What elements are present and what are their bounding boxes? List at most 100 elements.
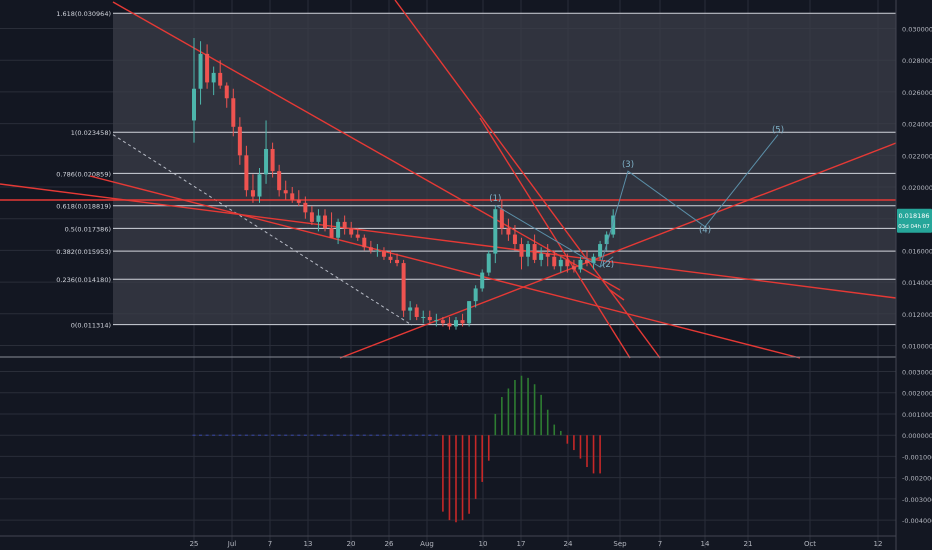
fib-level-label: 0(0.011314)	[71, 322, 111, 330]
time-axis-label: 14	[701, 540, 710, 548]
price-axis-label: 0.014000	[902, 279, 932, 287]
candle-body	[375, 250, 380, 252]
candle-body	[532, 244, 537, 260]
candle-body	[211, 72, 216, 83]
fib-level-label: 0.786(0.020859)	[56, 170, 111, 178]
candle-body	[323, 215, 327, 229]
last-price-box	[897, 208, 932, 233]
candle-body	[565, 259, 570, 267]
candle-body	[218, 72, 223, 86]
time-axis-label: 7	[658, 540, 662, 548]
candle-body	[329, 228, 334, 238]
fib-level-label: 0.5(0.017386)	[65, 225, 111, 233]
price-countdown-label: 03d 04h 07	[898, 224, 930, 230]
axes	[0, 0, 897, 550]
osc-axis-label: -0.001000	[902, 453, 932, 461]
candle-body	[395, 259, 400, 264]
axis-labels: 0.030000 0.028000 0.026000 0.024000 0.022000…	[190, 26, 932, 548]
trendline	[112, 1, 621, 291]
oscillator-histogram	[192, 375, 601, 523]
fib-anchor-line	[112, 134, 413, 326]
candle-body	[447, 323, 452, 327]
candlestick-series	[192, 38, 616, 330]
candle-body	[558, 259, 563, 267]
osc-axis-label: 0.000000	[902, 432, 932, 440]
time-axis-label: 20	[347, 540, 356, 548]
candle-body	[283, 190, 288, 194]
candle-body	[545, 253, 550, 257]
time-axis-label: 25	[190, 540, 199, 548]
wave-path	[495, 134, 779, 268]
candle-body	[388, 256, 393, 260]
trendline	[479, 117, 631, 359]
osc-axis-label: -0.004000	[902, 517, 932, 525]
trendline	[0, 183, 897, 299]
candle-body	[362, 237, 367, 248]
candle-body	[368, 247, 373, 251]
candle-body	[571, 266, 576, 270]
osc-axis-label: 0.001000	[902, 411, 932, 419]
trendline	[609, 289, 625, 301]
price-axis-label: 0.026000	[902, 89, 932, 97]
time-axis-label: Jul	[227, 540, 237, 548]
candle-body	[585, 259, 589, 264]
candle-body	[198, 53, 203, 89]
candle-body	[270, 148, 275, 172]
candle-body	[303, 202, 308, 213]
candle-body	[381, 250, 386, 257]
price-axis-label: 0.028000	[902, 57, 932, 65]
elliott-wave-path: (1) (2) (3) (4) (5)	[489, 126, 784, 270]
candle-body	[336, 221, 341, 238]
time-axis-label: Oct	[804, 540, 816, 548]
price-axis-label: 0.012000	[902, 311, 932, 319]
candle-body	[349, 228, 354, 235]
candle-body	[519, 244, 524, 257]
fib-level-label: 1(0.023458)	[71, 129, 111, 137]
candle-body	[578, 259, 583, 270]
candle-body	[591, 256, 596, 264]
osc-axis-label: -0.003000	[902, 496, 932, 504]
candle-body	[237, 126, 242, 156]
candle-body	[316, 215, 321, 222]
time-axis-label: 17	[517, 540, 526, 548]
candle-body	[421, 316, 426, 318]
price-axis-label: 0.022000	[902, 152, 932, 160]
time-axis-label: 24	[564, 540, 573, 548]
fib-band-fill	[113, 13, 896, 325]
candle-body	[526, 244, 531, 257]
price-axis-label: 0.030000	[902, 26, 932, 34]
candle-body	[309, 212, 314, 222]
fib-level-label: 1.618(0.030964)	[56, 10, 111, 18]
candle-body	[499, 209, 504, 229]
candle-body	[296, 199, 301, 203]
candle-body	[257, 174, 262, 197]
candle-body	[480, 272, 485, 289]
candle-body	[192, 88, 196, 121]
trendline	[394, 0, 661, 359]
candle-body	[598, 244, 603, 257]
time-axis-label: 21	[744, 540, 753, 548]
fib-levels: 1.618(0.030964) 1(0.023458) 0.786(0.020859…	[56, 10, 896, 330]
candle-body	[434, 320, 439, 322]
candle-body	[250, 190, 255, 197]
price-axis-label: 0.024000	[902, 121, 932, 129]
fib-level-label: 0.618(0.018819)	[56, 203, 111, 211]
wave-label: (5)	[772, 126, 784, 136]
time-axis-label: 10	[479, 540, 488, 548]
candle-body	[290, 193, 295, 200]
osc-axis-label: -0.002000	[902, 475, 932, 483]
candle-body	[539, 253, 544, 260]
candle-body	[427, 316, 432, 321]
last-price-label: 0.018186	[898, 212, 929, 220]
candle-body	[205, 53, 210, 83]
price-axis-label: 0.020000	[902, 184, 932, 192]
candle-body	[414, 307, 419, 317]
candle-body	[342, 221, 347, 229]
wave-label: (3)	[622, 160, 634, 170]
candle-body	[512, 234, 517, 245]
candle-body	[506, 228, 511, 235]
candle-body	[277, 171, 282, 191]
price-axis-label: 0.010000	[902, 342, 932, 350]
price-axis-label: 0.016000	[902, 247, 932, 255]
